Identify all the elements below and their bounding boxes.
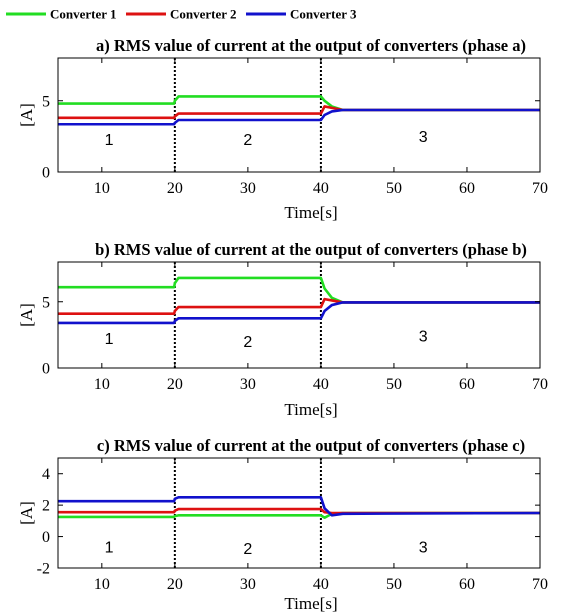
y-axis-label: [A] [17, 501, 36, 525]
plot-frame [57, 457, 541, 569]
x-tick-label: 50 [386, 180, 402, 197]
x-axis-label: Time[s] [284, 203, 337, 222]
legend-entry: Converter 2 [126, 7, 237, 22]
series-group [58, 95, 540, 126]
region-label: 2 [243, 334, 252, 351]
region-label: 1 [105, 331, 114, 348]
y-tick-label: 4 [42, 466, 50, 483]
x-tick-label: 50 [386, 376, 402, 393]
y-tick-label: 0 [42, 165, 50, 182]
x-tick-label: 40 [313, 180, 329, 197]
x-tick-label: 70 [532, 376, 548, 393]
y-tick-label: 2 [42, 498, 50, 515]
plot-area [58, 262, 540, 368]
region-label: 3 [419, 539, 428, 556]
legend-label: Converter 2 [170, 7, 237, 22]
x-axis-label: Time[s] [284, 400, 337, 419]
y-tick-label: -2 [37, 561, 50, 578]
region-label: 3 [419, 329, 428, 346]
chart-panel: b) RMS value of current at the output of… [17, 240, 548, 419]
chart-panel: a) RMS value of current at the output of… [17, 36, 548, 222]
series-line [58, 108, 540, 126]
chart-title: a) RMS value of current at the output of… [96, 36, 526, 55]
legend-entry: Converter 3 [246, 7, 357, 22]
series-line [58, 495, 540, 517]
region-label: 2 [243, 132, 252, 149]
x-tick-label: 50 [386, 576, 402, 593]
legend-label: Converter 1 [50, 7, 117, 22]
charts: a) RMS value of current at the output of… [17, 36, 548, 613]
x-axis-label: Time[s] [284, 594, 337, 613]
region-label: 1 [105, 132, 114, 149]
region-label: 1 [105, 539, 114, 556]
plot-frame [57, 57, 541, 173]
y-axis-label: [A] [17, 303, 36, 327]
x-tick-label: 30 [240, 376, 256, 393]
series-group [58, 495, 540, 520]
y-axis-label: [A] [17, 103, 36, 127]
series-line [58, 297, 540, 315]
x-tick-label: 30 [240, 576, 256, 593]
y-tick-label: 5 [42, 294, 50, 311]
chart-panel: c) RMS value of current at the output of… [17, 436, 548, 613]
legend-label: Converter 3 [290, 7, 357, 22]
legend-entry: Converter 1 [6, 7, 117, 22]
plot-frame [57, 261, 541, 369]
x-tick-label: 40 [313, 376, 329, 393]
chart-title: c) RMS value of current at the output of… [97, 436, 525, 455]
series-line [58, 301, 540, 325]
region-label: 3 [419, 129, 428, 146]
x-tick-label: 30 [240, 180, 256, 197]
x-tick-label: 40 [313, 576, 329, 593]
series-line [58, 507, 540, 515]
y-tick-label: 5 [42, 93, 50, 110]
x-tick-label: 60 [459, 376, 475, 393]
series-group [58, 276, 540, 325]
y-tick-label: 0 [42, 361, 50, 378]
legend: Converter 1 Converter 2 Converter 3 [6, 7, 357, 22]
x-tick-label: 20 [167, 576, 183, 593]
x-tick-label: 20 [167, 376, 183, 393]
x-tick-label: 20 [167, 180, 183, 197]
x-tick-label: 60 [459, 180, 475, 197]
x-tick-label: 10 [94, 376, 110, 393]
plot-area [58, 58, 540, 172]
x-tick-label: 10 [94, 180, 110, 197]
x-tick-label: 70 [532, 576, 548, 593]
y-tick-label: 0 [42, 529, 50, 546]
x-tick-label: 70 [532, 180, 548, 197]
region-label: 2 [243, 541, 252, 558]
chart-title: b) RMS value of current at the output of… [95, 240, 527, 259]
x-tick-label: 60 [459, 576, 475, 593]
x-tick-label: 10 [94, 576, 110, 593]
